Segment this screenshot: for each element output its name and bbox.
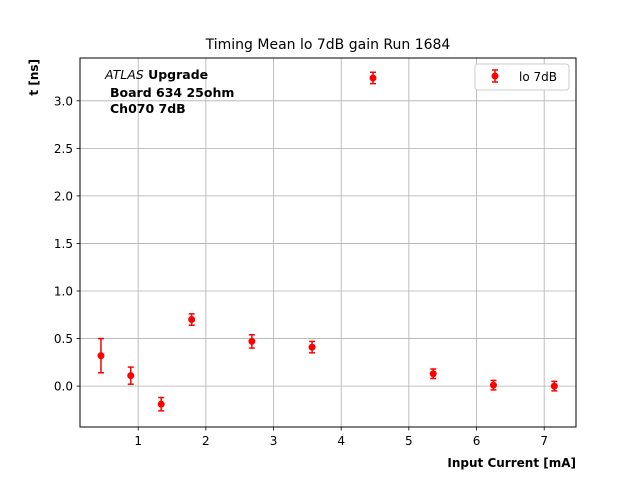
y-tick-label: 2.5: [54, 142, 73, 156]
data-marker: [369, 74, 377, 82]
data-point: [127, 366, 135, 385]
data-point: [157, 396, 165, 412]
data-point: [188, 313, 196, 326]
legend: lo 7dB: [474, 63, 570, 91]
x-tick-label: 6: [473, 434, 481, 448]
data-marker: [550, 382, 558, 390]
data-point: [369, 71, 377, 85]
annotation-line-2: Board 634 25ohm: [110, 85, 234, 100]
x-ticks: 1 2 3 4 5 6 7: [134, 427, 548, 448]
grid-lines: [80, 58, 576, 427]
x-tick-label: 3: [270, 434, 278, 448]
data-marker: [157, 400, 165, 408]
upgrade-label: Upgrade: [144, 67, 208, 82]
y-tick-label: 1.0: [54, 285, 73, 299]
chart-title: Timing Mean lo 7dB gain Run 1684: [205, 37, 451, 53]
y-axis-label: t [ns]: [27, 59, 41, 96]
y-tick-label: 0.0: [54, 380, 73, 394]
data-point: [429, 368, 437, 380]
data-marker: [188, 316, 196, 324]
x-tick-label: 1: [134, 434, 142, 448]
data-point: [97, 337, 105, 374]
y-tick-label: 2.0: [54, 189, 73, 203]
data-marker: [127, 372, 135, 380]
legend-dot: [491, 72, 499, 80]
data-marker: [97, 352, 105, 360]
x-tick-label: 5: [405, 434, 413, 448]
data-point: [550, 380, 558, 392]
data-marks: [97, 71, 558, 412]
x-tick-label: 7: [540, 434, 548, 448]
y-tick-label: 1.5: [54, 237, 73, 251]
data-marker: [248, 337, 256, 345]
data-marker: [429, 370, 437, 378]
x-axis-label: Input Current [mA]: [447, 456, 576, 470]
plot-frame: [79, 57, 577, 428]
data-marker: [308, 343, 316, 351]
legend-label: lo 7dB: [519, 70, 557, 84]
data-point: [248, 334, 256, 349]
legend-marker: [491, 69, 499, 83]
annotation-line-1: ATLAS Upgrade: [104, 67, 208, 82]
data-point: [308, 340, 316, 354]
y-ticks: 0.0 0.5 1.0 1.5 2.0 2.5 3.0: [54, 94, 80, 394]
y-tick-label: 0.5: [54, 332, 73, 346]
legend-box: [474, 63, 570, 91]
data-marker: [489, 381, 497, 389]
y-tick-label: 3.0: [54, 94, 73, 108]
x-tick-label: 2: [202, 434, 210, 448]
data-point: [489, 379, 497, 391]
atlas-label: ATLAS: [104, 67, 144, 82]
atlas-annotation: ATLAS Upgrade Board 634 25ohm Ch070 7dB: [104, 67, 234, 116]
x-tick-label: 4: [337, 434, 345, 448]
annotation-line-3: Ch070 7dB: [110, 101, 186, 116]
